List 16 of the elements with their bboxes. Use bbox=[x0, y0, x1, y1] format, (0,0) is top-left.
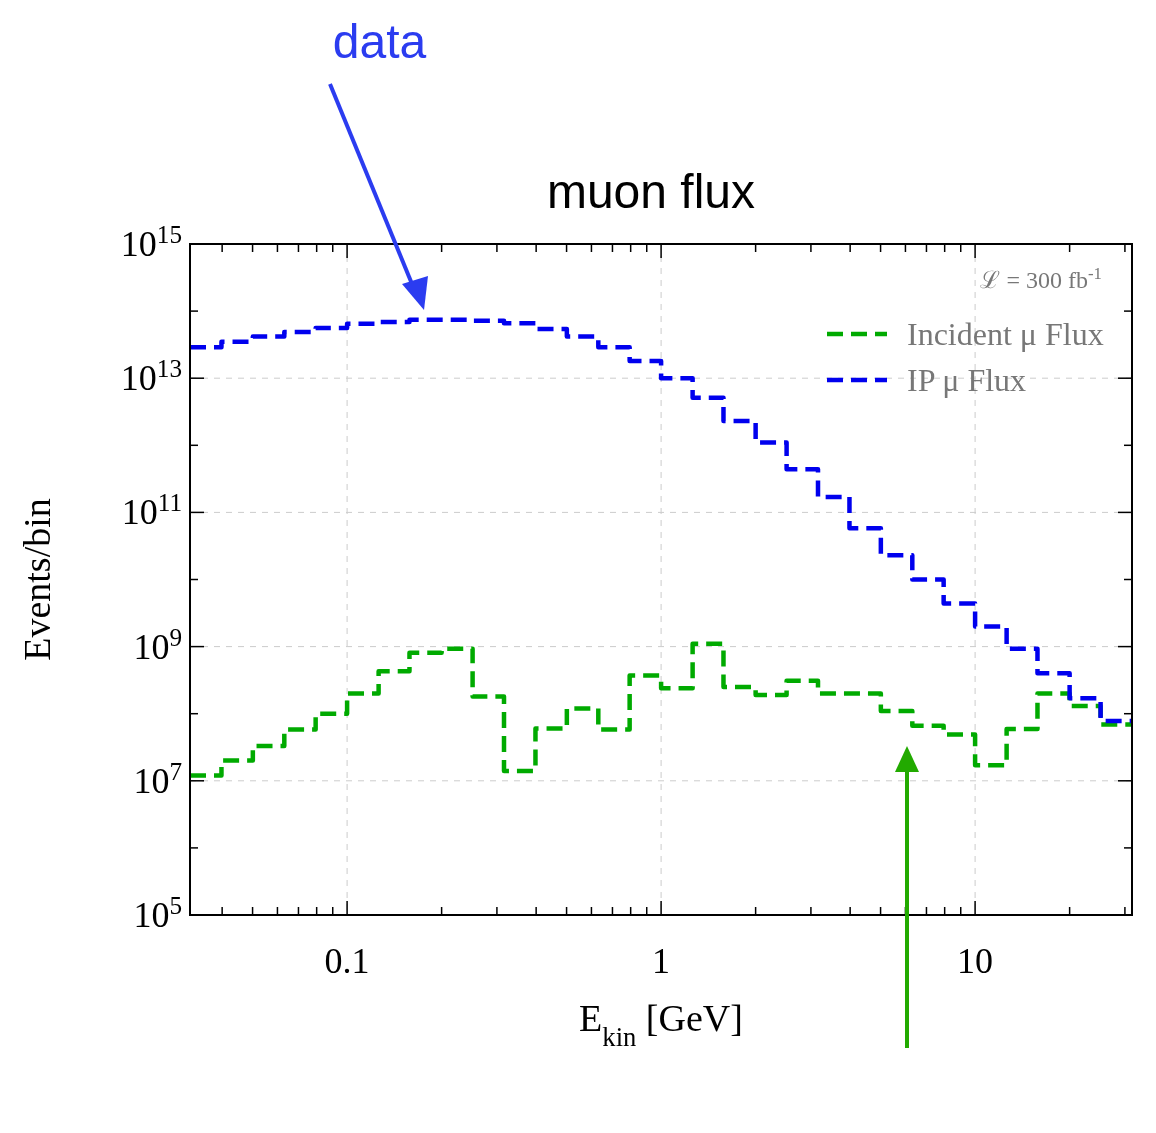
text: data bbox=[332, 15, 427, 68]
y-tick-label: 10$^{13}$ bbox=[120, 354, 182, 399]
legend-label: IP μ Flux bbox=[907, 362, 1027, 398]
annotation: ℒ = 300 fb$^{-1}$ bbox=[980, 263, 1102, 293]
y-tick-label: 10$^{9}$ bbox=[133, 623, 182, 667]
x-tick-label: 0.1 bbox=[324, 941, 370, 981]
chart-title: muon flux bbox=[546, 165, 756, 218]
x-axis-title: E$_{kin}$ [GeV] bbox=[579, 997, 743, 1052]
y-tick-label: 10$^{7}$ bbox=[133, 757, 182, 801]
y-tick-label: 10$^{15}$ bbox=[120, 220, 182, 264]
x-tick-label: 10 bbox=[957, 941, 994, 981]
legend-label: Incident μ Flux bbox=[907, 316, 1104, 352]
y-axis-title: Events/bin bbox=[16, 498, 58, 661]
y-tick-label: 10$^{11}$ bbox=[121, 488, 182, 533]
y-tick-label: 10$^{5}$ bbox=[133, 891, 182, 935]
x-tick-label: 1 bbox=[652, 941, 671, 981]
